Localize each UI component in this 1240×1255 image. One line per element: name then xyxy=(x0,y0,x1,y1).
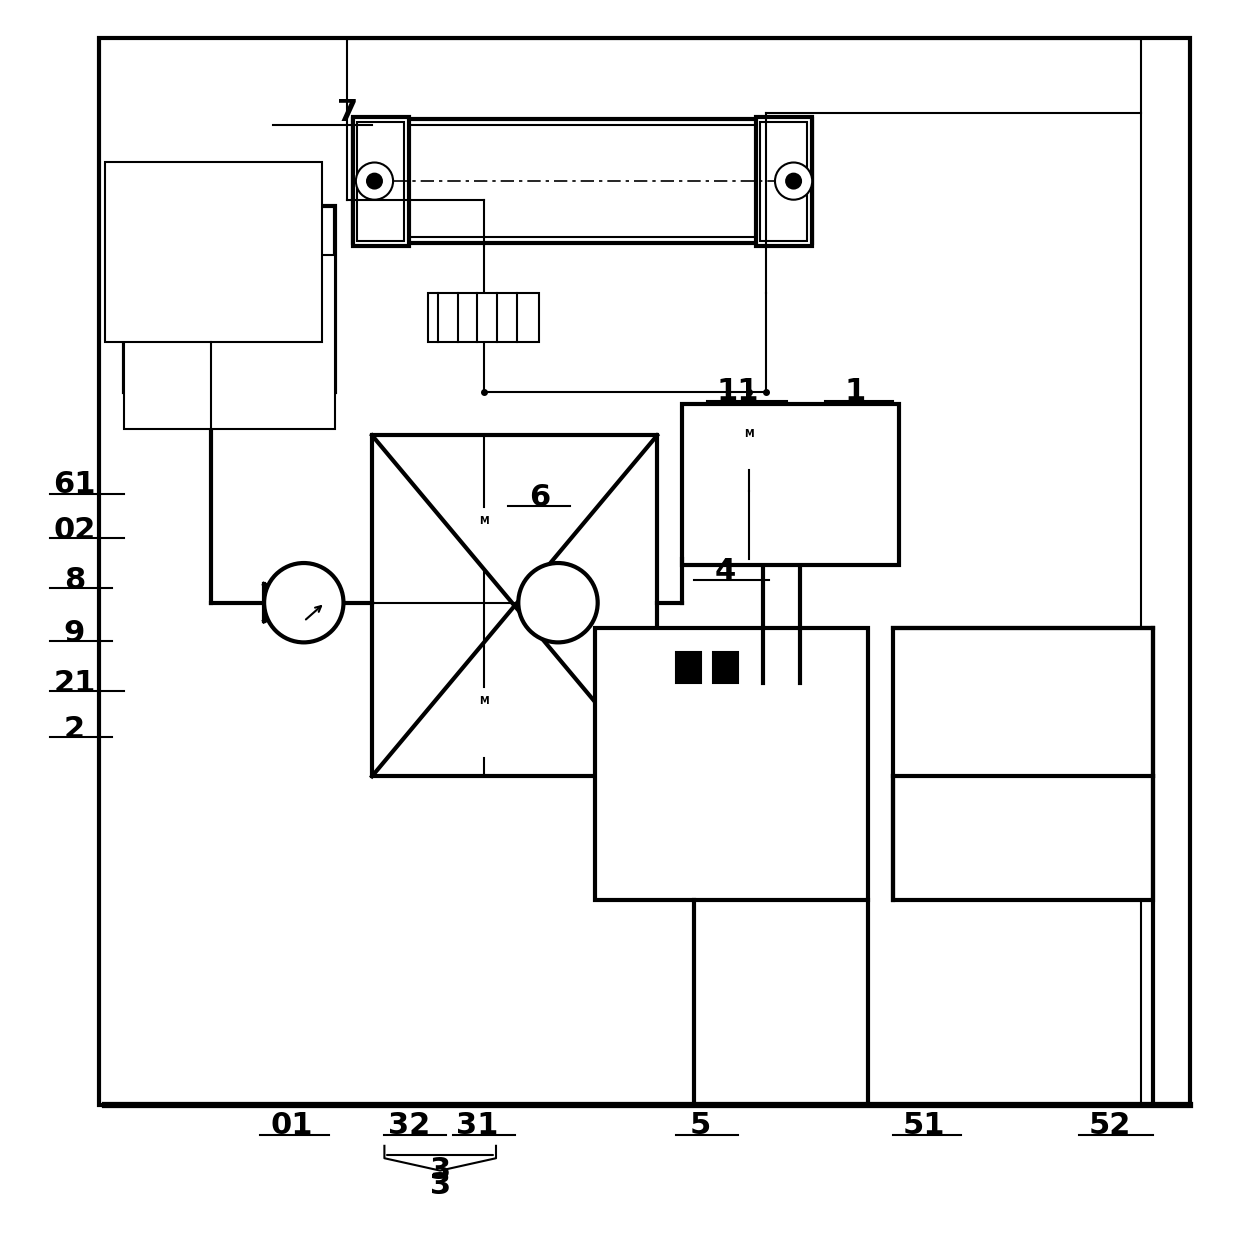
Text: 52: 52 xyxy=(1089,1112,1131,1141)
Text: 3: 3 xyxy=(429,1156,451,1185)
Bar xyxy=(713,653,738,683)
Circle shape xyxy=(356,162,393,200)
Bar xyxy=(353,119,812,243)
Bar xyxy=(124,256,335,429)
Text: 21: 21 xyxy=(53,669,95,698)
Text: 9: 9 xyxy=(63,619,86,648)
Bar xyxy=(466,686,501,714)
Text: 7: 7 xyxy=(336,98,358,128)
Circle shape xyxy=(264,563,343,643)
Text: 6: 6 xyxy=(528,483,551,512)
Text: 5: 5 xyxy=(689,1112,712,1141)
Circle shape xyxy=(518,563,598,643)
Circle shape xyxy=(786,173,801,188)
Text: 51: 51 xyxy=(903,1112,945,1141)
Bar xyxy=(357,122,404,241)
Text: 1: 1 xyxy=(844,378,867,407)
Bar xyxy=(353,117,409,246)
Text: 31: 31 xyxy=(456,1112,498,1141)
Circle shape xyxy=(775,162,812,200)
Text: M: M xyxy=(744,429,754,439)
Bar xyxy=(105,162,322,343)
Text: M: M xyxy=(479,516,489,526)
Text: 8: 8 xyxy=(63,566,86,595)
Bar xyxy=(366,126,800,237)
Bar xyxy=(466,507,501,535)
Text: 2: 2 xyxy=(63,714,86,744)
Text: M: M xyxy=(479,695,489,705)
Bar xyxy=(372,435,657,777)
Text: 3: 3 xyxy=(429,1171,451,1200)
Bar xyxy=(682,404,899,566)
Bar xyxy=(756,117,812,246)
Text: 32: 32 xyxy=(388,1112,430,1141)
Text: 61: 61 xyxy=(53,471,95,499)
Bar xyxy=(428,292,539,343)
Text: 11: 11 xyxy=(717,378,759,407)
Text: 02: 02 xyxy=(53,516,95,545)
Bar xyxy=(595,628,868,900)
Bar xyxy=(676,653,701,683)
Bar xyxy=(760,122,807,241)
Text: 01: 01 xyxy=(270,1112,312,1141)
Text: 4: 4 xyxy=(714,557,737,586)
Bar xyxy=(732,420,766,448)
Bar xyxy=(99,39,1190,1104)
Circle shape xyxy=(367,173,382,188)
Bar xyxy=(124,206,335,392)
Bar xyxy=(893,628,1153,900)
